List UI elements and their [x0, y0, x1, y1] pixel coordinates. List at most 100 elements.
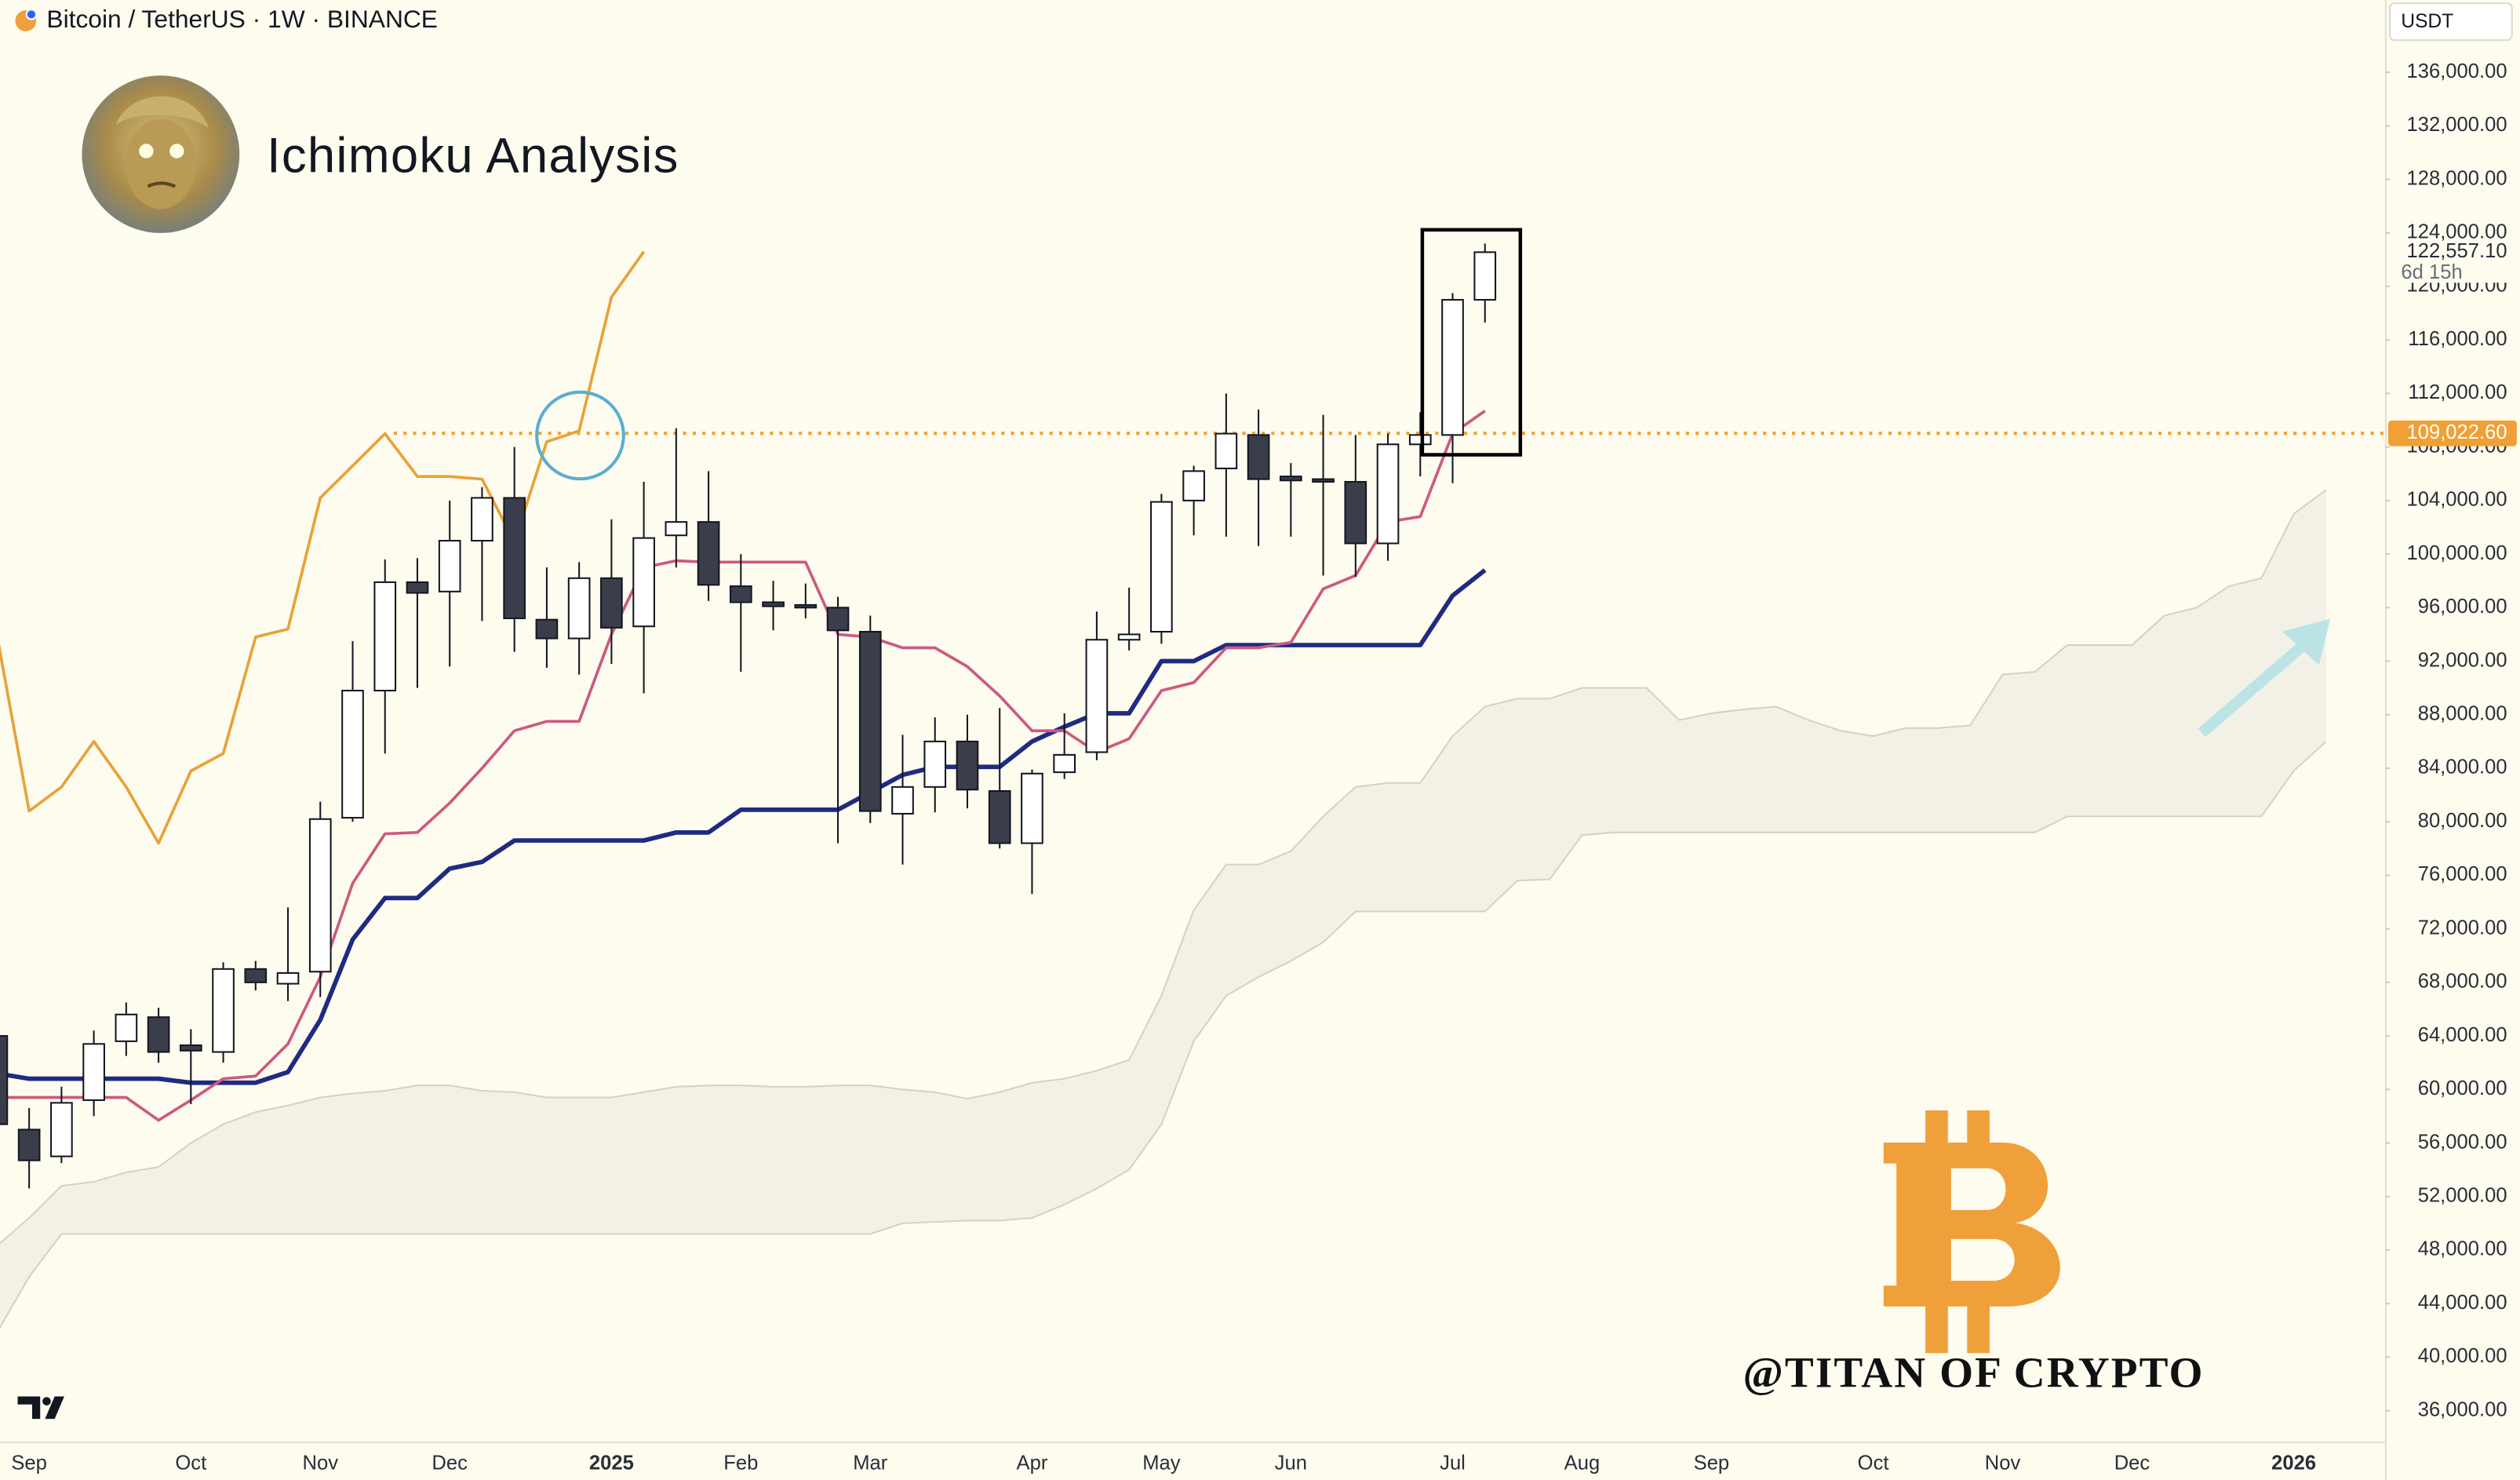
- candle-body: [276, 971, 300, 985]
- y-tick-label: 64,000.00: [2418, 1024, 2507, 1046]
- x-tick-label: Dec: [2114, 1452, 2150, 1474]
- candle-body: [1150, 501, 1173, 633]
- x-tick-label: Sep: [11, 1452, 47, 1474]
- avatar-hair: [115, 96, 209, 129]
- candle-body: [1408, 434, 1432, 446]
- y-tick-label: 40,000.00: [2418, 1345, 2507, 1367]
- time-axis: Sep Oct Nov Dec 2025 Feb Mar Apr May Jun Jul Aug Sep…: [11, 1452, 2316, 1474]
- candle-body: [956, 740, 979, 791]
- candle-body: [1214, 432, 1238, 469]
- price-line-label: 109,022.60: [2406, 421, 2507, 443]
- indicator-line: [0, 568, 1487, 1085]
- candle-body: [244, 968, 268, 983]
- y-tick-label: 48,000.00: [2418, 1238, 2507, 1260]
- candle-body: [1279, 476, 1302, 482]
- candle-body: [891, 786, 914, 815]
- currency-label[interactable]: USDT: [2401, 11, 2453, 32]
- candle-body: [503, 497, 526, 619]
- y-tick-label: 84,000.00: [2418, 756, 2507, 778]
- logo-part: [17, 1396, 41, 1420]
- y-tick-label: 72,000.00: [2418, 917, 2507, 939]
- candle-body: [373, 581, 397, 692]
- candle-body: [794, 603, 818, 609]
- logo-bar: [1925, 1298, 1948, 1354]
- candle-body: [826, 607, 850, 632]
- y-tick-label: 88,000.00: [2418, 703, 2507, 725]
- bar-countdown: 6d 15h: [2401, 261, 2462, 283]
- candle-body: [341, 690, 364, 819]
- trend-arrow: [2198, 618, 2331, 738]
- candle-body: [212, 968, 235, 1053]
- candle-body: [308, 818, 332, 973]
- x-tick-label: Oct: [1858, 1452, 1889, 1474]
- currency-button[interactable]: USDT: [2389, 2, 2513, 42]
- y-tick-label: 44,000.00: [2418, 1292, 2507, 1314]
- y-tick-label: 112,000.00: [2408, 381, 2507, 403]
- x-tick-label: Jul: [1440, 1452, 1466, 1474]
- x-tick-label: May: [1142, 1452, 1181, 1474]
- cloud-line: [0, 741, 2327, 1329]
- candle-body: [665, 521, 688, 537]
- y-tick-label: 96,000.00: [2418, 596, 2507, 618]
- candle-body: [82, 1043, 105, 1101]
- candle-body: [632, 537, 655, 628]
- avatar-mouth: [147, 181, 177, 188]
- bitcoin-logo: [1883, 1110, 2060, 1354]
- candle-body: [115, 1013, 138, 1042]
- x-tick-label: Nov: [302, 1452, 338, 1474]
- arrow-head: [2281, 618, 2331, 665]
- x-tick-label: Nov: [1985, 1452, 2021, 1474]
- candle-body: [147, 1016, 170, 1053]
- x-tick-label: Dec: [432, 1452, 468, 1474]
- candle-body: [600, 577, 623, 629]
- candle-body: [1441, 299, 1464, 436]
- y-tick-label: 68,000.00: [2418, 971, 2507, 993]
- candle-body: [923, 740, 947, 788]
- avatar-eye: [139, 144, 154, 159]
- last-price-box: [2388, 241, 2517, 283]
- symbol-icon-badge: [25, 9, 38, 20]
- candle-body: [1053, 753, 1076, 774]
- candle-body: [697, 521, 720, 586]
- y-tick-label: 132,000.00: [2406, 114, 2507, 136]
- candle-body: [988, 789, 1011, 844]
- x-tick-label: Apr: [1017, 1452, 1048, 1474]
- candle-body: [1085, 639, 1109, 753]
- last-price-label: 122,557.10: [2406, 240, 2507, 262]
- x-tick-label: Aug: [1564, 1452, 1600, 1474]
- candle-body: [567, 577, 591, 640]
- candle-body: [50, 1102, 73, 1157]
- y-tick-label: 104,000.00: [2406, 489, 2507, 511]
- signature: @TITAN OF CRYPTO: [1743, 1349, 2204, 1397]
- y-tick-label: 36,000.00: [2418, 1398, 2507, 1420]
- candle-body: [438, 540, 461, 592]
- y-tick-label: 52,000.00: [2418, 1185, 2507, 1207]
- x-tick-label: Mar: [853, 1452, 888, 1474]
- currency-button-frame[interactable]: [2389, 2, 2513, 42]
- price-line-badge: [2388, 420, 2517, 447]
- candle-body: [1021, 772, 1043, 844]
- y-tick-label: 92,000.00: [2418, 649, 2507, 671]
- candle-body: [179, 1044, 202, 1052]
- price-axis: 36,000.00 40,000.00 44,000.00 48,000.00 52,0…: [2384, 60, 2507, 1420]
- logo-letter: [1883, 1142, 2060, 1307]
- cloud-fill: [0, 490, 2326, 1328]
- candle-body: [1312, 478, 1335, 483]
- candle-body: [1247, 434, 1270, 480]
- y-tick-label: 124,000.00: [2406, 221, 2507, 243]
- indicator-line: [0, 250, 646, 845]
- avatar: [82, 75, 240, 233]
- avatar-eye: [169, 144, 184, 159]
- arrow-shaft: [2198, 636, 2312, 738]
- y-tick-label: 100,000.00: [2406, 542, 2507, 564]
- candle-body: [535, 618, 559, 640]
- avatar-face: [125, 118, 196, 210]
- candle-body: [17, 1128, 41, 1161]
- x-tick-label: Oct: [175, 1452, 206, 1474]
- candle-body: [1182, 470, 1205, 501]
- plot-area: [0, 243, 2385, 1329]
